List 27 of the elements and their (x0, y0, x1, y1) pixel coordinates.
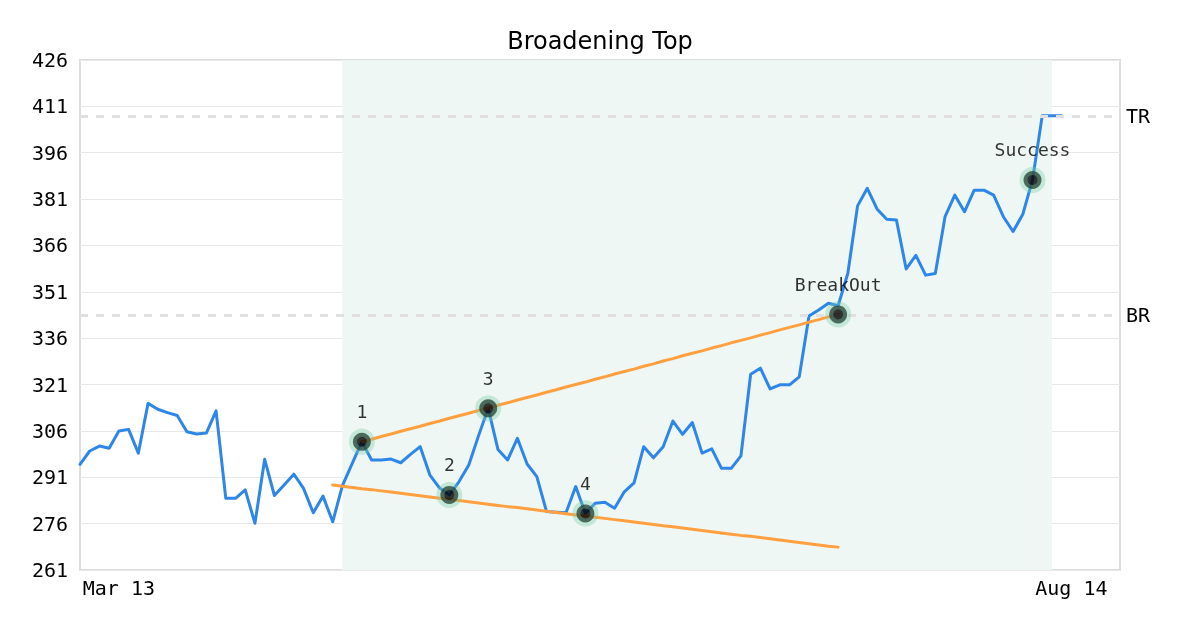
x-tick-label: Mar 13 (82, 576, 155, 600)
y-tick-label: 366 (31, 233, 68, 258)
y-tick-label: 396 (31, 140, 68, 165)
y-tick-label: 351 (31, 279, 68, 304)
series-label: 4 (580, 472, 591, 494)
y-tick-label: 261 (31, 558, 68, 582)
y-tick-label: 426 (31, 48, 68, 72)
ref-line-label: BR (1126, 303, 1152, 327)
point (436, 481, 463, 508)
chart-title: Broadening Top (507, 27, 693, 55)
point (825, 301, 852, 328)
y-tick-label: 306 (31, 418, 68, 443)
ref-line-label: TR (1126, 103, 1152, 128)
x-tick-label: Aug 14 (1035, 576, 1108, 600)
point (572, 500, 599, 527)
series-label: 2 (443, 454, 455, 476)
y-tick-label: 291 (31, 465, 68, 490)
y-tick-label: 321 (31, 372, 68, 397)
series-label: 3 (482, 367, 494, 389)
y-tick-label: 411 (31, 94, 68, 119)
y-tick-label: 276 (31, 511, 68, 536)
point (348, 428, 375, 455)
point (1019, 166, 1046, 193)
y-tick-label: 381 (31, 187, 68, 212)
series-label: 1 (356, 401, 368, 423)
y-tick-label: 336 (31, 326, 68, 351)
point (475, 395, 502, 422)
